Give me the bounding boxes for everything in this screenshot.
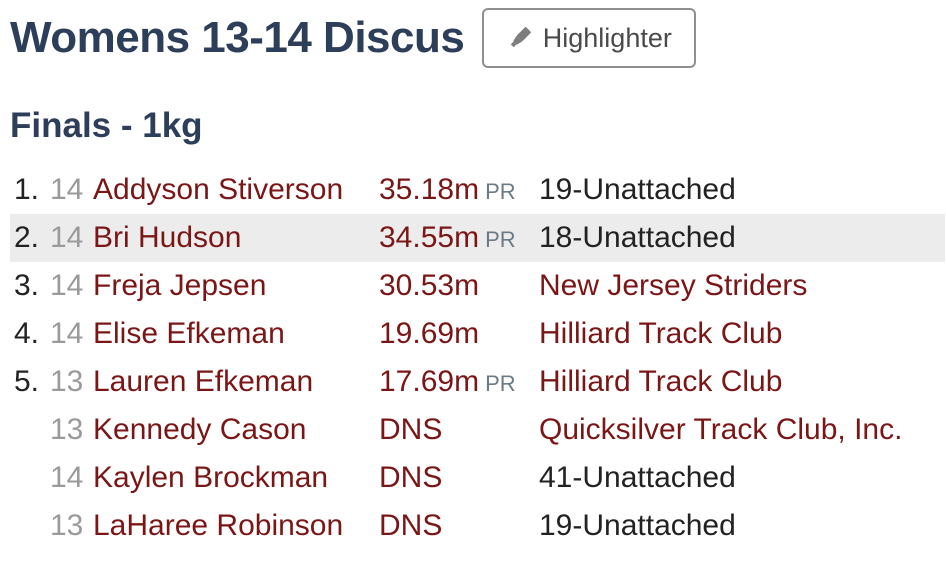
result-grade: 14 <box>50 173 84 206</box>
pr-badge: PR <box>485 179 516 204</box>
result-grade: 13 <box>50 365 84 398</box>
result-mark[interactable]: 35.18m <box>379 173 480 206</box>
result-grade: 14 <box>50 221 84 254</box>
athlete-link[interactable]: Lauren Efkeman <box>93 365 314 398</box>
highlighter-icon <box>507 25 533 51</box>
result-mark[interactable]: 17.69m <box>379 365 480 398</box>
event-title: Womens 13-14 Discus <box>10 13 465 62</box>
result-mark[interactable]: DNS <box>379 509 443 542</box>
team-name: 18-Unattached <box>539 221 736 254</box>
result-row: 3. 14 Freja Jepsen 30.53m New Jersey Strider… <box>0 262 946 310</box>
result-place: 4. <box>14 317 40 350</box>
athlete-link[interactable]: Addyson Stiverson <box>93 173 344 206</box>
result-mark-cell[interactable]: 35.18m PR <box>379 166 516 216</box>
result-mark-cell[interactable]: 34.55m PR <box>379 214 516 264</box>
highlighter-label: Highlighter <box>542 22 672 53</box>
team-name: 19-Unattached <box>539 173 736 206</box>
result-grade: 14 <box>50 461 84 494</box>
team-link[interactable]: Hilliard Track Club <box>539 317 783 350</box>
result-mark-cell[interactable]: 30.53m <box>379 262 479 310</box>
team-name: 41-Unattached <box>539 461 736 494</box>
results-list: 1. 14 Addyson Stiverson 35.18m PR 19-Unattach… <box>0 166 946 550</box>
result-mark[interactable]: 19.69m <box>379 317 480 350</box>
athlete-link[interactable]: Elise Efkeman <box>93 317 285 350</box>
athlete-link[interactable]: Kaylen Brockman <box>93 461 329 494</box>
result-row: 13 Kennedy Cason DNS Quicksilver Track Club… <box>0 406 946 454</box>
result-mark-cell[interactable]: 19.69m <box>379 310 479 358</box>
pr-badge: PR <box>485 371 516 396</box>
team-name: 19-Unattached <box>539 509 736 542</box>
result-row: 4. 14 Elise Efkeman 19.69m Hilliard Track Cl… <box>0 310 946 358</box>
result-place: 1. <box>14 173 40 206</box>
result-grade: 14 <box>50 269 84 302</box>
result-grade: 13 <box>50 413 84 446</box>
athlete-link[interactable]: LaHaree Robinson <box>93 509 344 542</box>
team-link[interactable]: Quicksilver Track Club, Inc. <box>539 413 903 446</box>
result-row: 5. 13 Lauren Efkeman 17.69m PR Hilliard Track… <box>0 358 946 406</box>
pr-badge: PR <box>485 227 516 252</box>
result-grade: 14 <box>50 317 84 350</box>
result-mark[interactable]: 34.55m <box>379 221 480 254</box>
result-mark-cell[interactable]: DNS <box>379 502 442 550</box>
team-link[interactable]: New Jersey Striders <box>539 269 808 302</box>
result-row: 1. 14 Addyson Stiverson 35.18m PR 19-Unattach… <box>0 166 946 214</box>
result-row: 2. 14 Bri Hudson 34.55m PR 18-Unattached <box>10 214 945 262</box>
team-link[interactable]: Hilliard Track Club <box>539 365 783 398</box>
result-place: 2. <box>14 221 40 254</box>
result-mark-cell[interactable]: DNS <box>379 406 442 454</box>
result-place: 5. <box>14 365 40 398</box>
result-place: 3. <box>14 269 40 302</box>
athlete-link[interactable]: Freja Jepsen <box>93 269 267 302</box>
result-mark[interactable]: 30.53m <box>379 269 480 302</box>
result-mark-cell[interactable]: 17.69m PR <box>379 358 516 408</box>
result-mark-cell[interactable]: DNS <box>379 454 442 502</box>
highlighter-button[interactable]: Highlighter <box>482 8 697 68</box>
result-grade: 13 <box>50 509 84 542</box>
result-row: 14 Kaylen Brockman DNS 41-Unattached <box>0 454 946 502</box>
athlete-link[interactable]: Bri Hudson <box>93 221 242 254</box>
result-mark[interactable]: DNS <box>379 413 443 446</box>
round-title: Finals - 1kg <box>10 106 203 145</box>
result-mark[interactable]: DNS <box>379 461 443 494</box>
athlete-link[interactable]: Kennedy Cason <box>93 413 307 446</box>
title-row: Womens 13-14 Discus Highlighter <box>10 8 697 68</box>
result-row: 13 LaHaree Robinson DNS 19-Unattached <box>0 502 946 550</box>
